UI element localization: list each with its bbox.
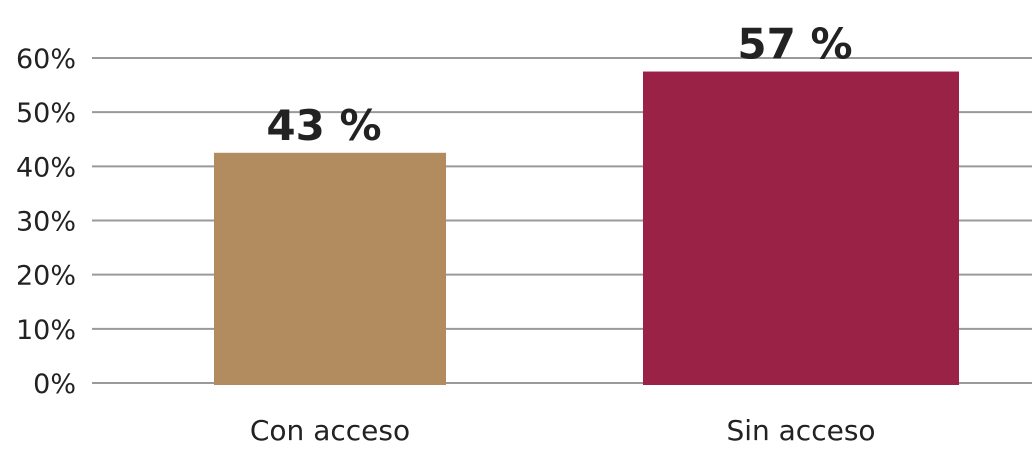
- y-axis-ticks: 0% 10% 20% 30% 40% 50% 60%: [16, 44, 76, 400]
- y-tick-label: 0%: [33, 369, 76, 400]
- y-tick-label: 40%: [16, 152, 76, 183]
- y-tick-label: 60%: [16, 44, 76, 75]
- data-label: 43 %: [266, 101, 381, 150]
- data-label: 57 %: [737, 20, 852, 69]
- category-labels: Con acceso Sin acceso: [250, 414, 876, 447]
- bars: [214, 71, 959, 386]
- y-tick-label: 50%: [16, 98, 76, 129]
- y-tick-label: 20%: [16, 261, 76, 292]
- category-label: Sin acceso: [726, 414, 875, 447]
- y-tick-label: 10%: [16, 315, 76, 346]
- bar-con-acceso: [214, 152, 446, 385]
- y-tick-label: 30%: [16, 207, 76, 238]
- bar-sin-acceso: [643, 71, 959, 386]
- data-labels: 43 % 57 %: [266, 20, 852, 150]
- category-label: Con acceso: [250, 414, 410, 447]
